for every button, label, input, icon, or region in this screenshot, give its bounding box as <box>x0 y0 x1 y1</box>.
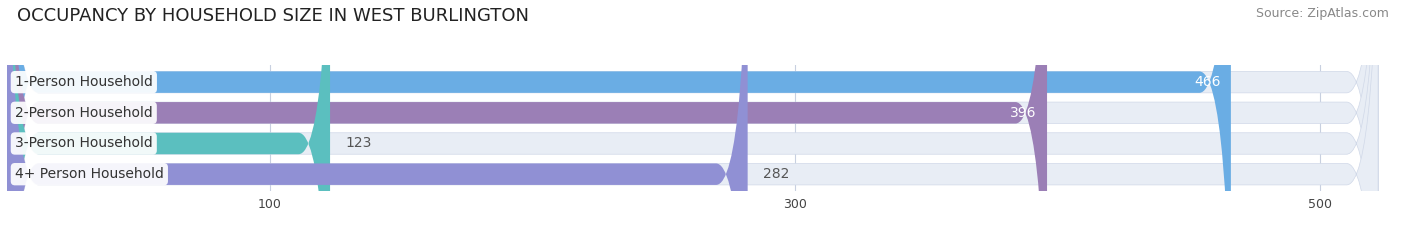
Text: 1-Person Household: 1-Person Household <box>15 75 153 89</box>
Text: 282: 282 <box>763 167 790 181</box>
Text: 123: 123 <box>346 137 373 151</box>
FancyBboxPatch shape <box>7 0 1230 233</box>
Text: 4+ Person Household: 4+ Person Household <box>15 167 163 181</box>
FancyBboxPatch shape <box>7 0 330 233</box>
Text: 466: 466 <box>1194 75 1220 89</box>
Text: 3-Person Household: 3-Person Household <box>15 137 153 151</box>
FancyBboxPatch shape <box>7 0 1378 233</box>
FancyBboxPatch shape <box>7 0 1047 233</box>
Text: Source: ZipAtlas.com: Source: ZipAtlas.com <box>1256 7 1389 20</box>
FancyBboxPatch shape <box>7 0 1378 233</box>
Text: 396: 396 <box>1010 106 1036 120</box>
FancyBboxPatch shape <box>7 0 1378 233</box>
FancyBboxPatch shape <box>7 0 1378 233</box>
Text: 2-Person Household: 2-Person Household <box>15 106 153 120</box>
FancyBboxPatch shape <box>7 0 748 233</box>
Text: OCCUPANCY BY HOUSEHOLD SIZE IN WEST BURLINGTON: OCCUPANCY BY HOUSEHOLD SIZE IN WEST BURL… <box>17 7 529 25</box>
